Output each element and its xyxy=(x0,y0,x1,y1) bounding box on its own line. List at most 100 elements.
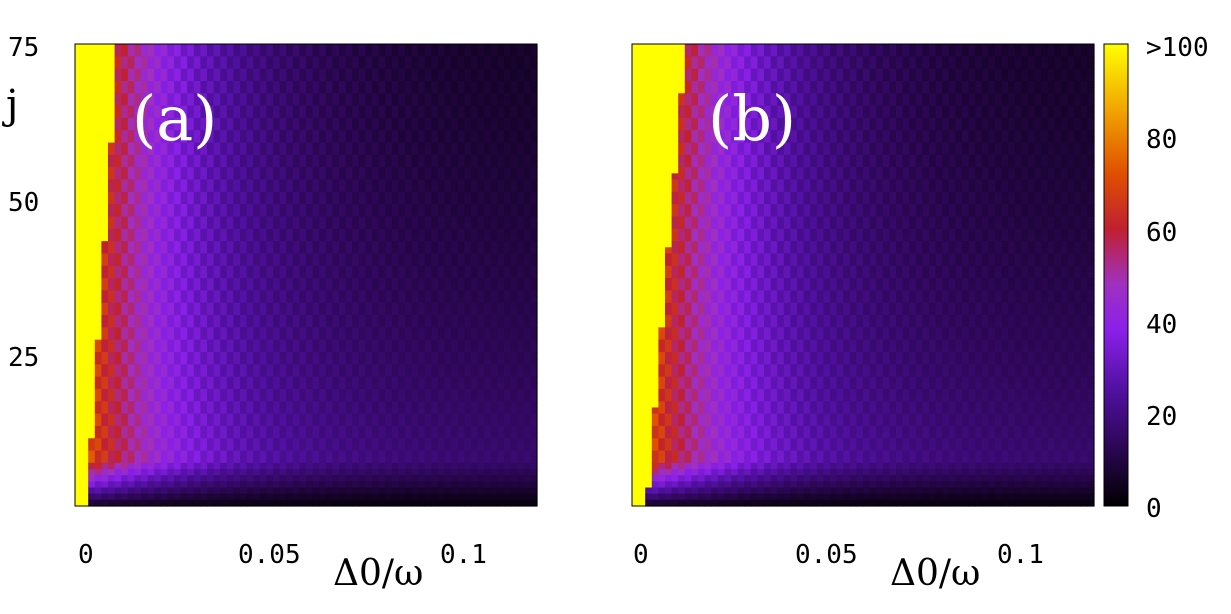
heatmap-cell xyxy=(114,87,122,94)
heatmap-cell xyxy=(319,487,327,495)
heatmap-cell xyxy=(101,247,109,255)
heatmap-cell xyxy=(180,93,188,101)
heatmap-cell xyxy=(325,222,333,230)
heatmap-cell xyxy=(464,191,472,199)
heatmap-cell xyxy=(477,154,485,162)
heatmap-cell xyxy=(411,493,419,501)
heatmap-cell xyxy=(504,296,512,304)
heatmap-cell xyxy=(391,234,399,242)
heatmap-cell xyxy=(358,130,366,137)
heatmap-cell xyxy=(372,167,380,174)
heatmap-cell xyxy=(253,438,261,445)
heatmap-cell xyxy=(226,253,234,261)
heatmap-cell xyxy=(405,493,413,501)
heatmap-cell xyxy=(94,265,102,273)
heatmap-cell xyxy=(345,450,353,458)
heatmap-cell xyxy=(213,358,221,365)
heatmap-cell xyxy=(405,265,413,273)
heatmap-cell xyxy=(121,216,129,224)
heatmap-cell xyxy=(207,364,215,372)
heatmap-cell xyxy=(286,204,294,211)
heatmap-cell xyxy=(306,395,314,402)
heatmap-cell xyxy=(418,321,426,328)
heatmap-cell xyxy=(418,327,426,335)
heatmap-cell xyxy=(187,50,195,57)
heatmap-cell xyxy=(226,241,234,248)
heatmap-cell xyxy=(391,173,399,181)
heatmap-cell xyxy=(352,80,360,88)
heatmap-cell xyxy=(240,142,248,150)
heatmap-cell xyxy=(332,352,340,359)
heatmap-cell xyxy=(477,425,485,433)
heatmap-cell xyxy=(187,222,195,230)
heatmap-cell xyxy=(273,99,281,107)
heatmap-cell xyxy=(246,432,254,439)
heatmap-cell xyxy=(365,216,373,224)
heatmap-cell xyxy=(75,444,83,452)
heatmap-cell xyxy=(345,228,353,236)
heatmap-cell xyxy=(213,204,221,211)
heatmap-cell xyxy=(405,364,413,372)
heatmap-cell xyxy=(213,413,221,421)
heatmap-cell xyxy=(154,395,162,402)
heatmap-cell xyxy=(207,382,215,390)
heatmap-cell xyxy=(273,111,281,119)
heatmap-cell xyxy=(398,407,406,415)
heatmap-cell xyxy=(490,308,498,316)
heatmap-cell xyxy=(174,271,182,279)
heatmap-cell xyxy=(306,179,314,187)
heatmap-cell xyxy=(352,382,360,390)
heatmap-cell xyxy=(94,210,102,218)
heatmap-cell xyxy=(332,425,340,433)
heatmap-cell xyxy=(127,185,135,193)
heatmap-cell xyxy=(101,444,109,452)
heatmap-cell xyxy=(497,327,505,335)
heatmap-cell xyxy=(319,456,327,464)
heatmap-cell xyxy=(464,154,472,162)
heatmap-cell xyxy=(372,364,380,372)
heatmap-cell xyxy=(226,130,234,137)
heatmap-cell xyxy=(134,376,142,384)
heatmap-cell xyxy=(160,425,168,433)
heatmap-cell xyxy=(464,462,472,470)
heatmap-cell xyxy=(220,370,228,378)
heatmap-cell xyxy=(220,290,228,298)
heatmap-cell xyxy=(167,253,175,261)
heatmap-cell xyxy=(385,327,393,335)
heatmap-cell xyxy=(365,475,373,482)
heatmap-cell xyxy=(312,345,320,353)
heatmap-cell xyxy=(213,327,221,335)
heatmap-cell xyxy=(253,259,261,267)
heatmap-cell xyxy=(279,179,287,187)
heatmap-cell xyxy=(352,167,360,174)
heatmap-cell xyxy=(438,407,446,415)
heatmap-cell xyxy=(352,185,360,193)
heatmap-cell xyxy=(226,315,234,322)
heatmap-cell xyxy=(451,438,459,445)
heatmap-cell xyxy=(484,234,492,242)
heatmap-cell xyxy=(497,105,505,113)
heatmap-cell xyxy=(325,265,333,273)
heatmap-cell xyxy=(253,308,261,316)
heatmap-cell xyxy=(94,376,102,384)
heatmap-cell xyxy=(279,161,287,168)
heatmap-cell xyxy=(490,376,498,384)
heatmap-cell xyxy=(121,401,129,409)
heatmap-cell xyxy=(358,161,366,168)
heatmap-cell xyxy=(471,191,479,199)
heatmap-cell xyxy=(306,228,314,236)
heatmap-cell xyxy=(160,105,168,113)
heatmap-cell xyxy=(121,462,129,470)
heatmap-cell xyxy=(213,234,221,242)
heatmap-cell xyxy=(101,74,109,82)
heatmap-cell xyxy=(259,68,267,76)
heatmap-cell xyxy=(193,105,201,113)
heatmap-cell xyxy=(411,50,419,57)
heatmap-cell xyxy=(88,425,96,433)
heatmap-cell xyxy=(457,302,465,310)
heatmap-cell xyxy=(418,173,426,181)
heatmap-cell xyxy=(75,450,83,458)
heatmap-cell xyxy=(193,438,201,445)
heatmap-cell xyxy=(306,241,314,248)
heatmap-cell xyxy=(418,80,426,88)
